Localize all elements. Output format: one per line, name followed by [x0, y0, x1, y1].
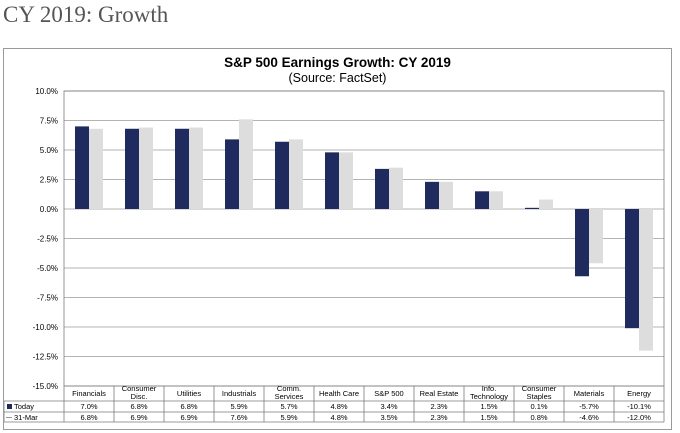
- bar-today: [625, 209, 639, 329]
- data-label: 4.8%: [330, 413, 347, 422]
- bar-today: [125, 128, 139, 209]
- y-tick-label: -10.0%: [33, 323, 58, 332]
- data-label: -10.1%: [627, 402, 651, 411]
- y-tick-label: -7.5%: [37, 294, 58, 303]
- legend-label: 31-Mar: [14, 413, 38, 422]
- y-tick-label: 2.5%: [40, 176, 58, 185]
- x-category-label: Financials: [72, 389, 106, 398]
- x-category-label: Materials: [574, 389, 605, 398]
- bar-31-mar: [439, 181, 453, 209]
- bar-today: [575, 209, 589, 277]
- bar-today: [275, 141, 289, 209]
- x-category-label: Energy: [627, 389, 651, 398]
- chart-plot: 10.0% 7.5% 5.0% 2.5% 0.0% -2.5% -5.0% -7.5% -10.…: [4, 87, 665, 423]
- data-label: 6.8%: [80, 413, 97, 422]
- data-label: 6.9%: [130, 413, 147, 422]
- bar-today: [325, 152, 339, 209]
- y-tick-label: -2.5%: [37, 235, 58, 244]
- legend-label: Today: [14, 402, 34, 411]
- y-tick-label: -5.0%: [37, 264, 58, 273]
- bar-31-mar: [489, 191, 503, 209]
- bar-31-mar: [239, 119, 253, 209]
- page-heading: CY 2019: Growth: [3, 2, 169, 27]
- bar-today: [375, 168, 389, 209]
- x-category-label: S&P 500: [374, 389, 403, 398]
- data-label: 6.8%: [130, 402, 147, 411]
- bar-today: [525, 207, 539, 209]
- data-label: 0.1%: [530, 402, 547, 411]
- bar-31-mar: [89, 128, 103, 209]
- y-tick-label: -15.0%: [33, 382, 58, 391]
- bar-31-mar: [339, 152, 353, 209]
- x-category-label: Staples: [526, 392, 551, 401]
- x-category-label: Technology: [470, 392, 508, 401]
- x-category-label: Consumer: [522, 384, 557, 393]
- bar-today: [475, 191, 489, 209]
- data-label: 5.9%: [280, 413, 297, 422]
- data-label: 7.6%: [230, 413, 247, 422]
- bar-today: [75, 126, 89, 209]
- bar-31-mar: [589, 209, 603, 264]
- data-label: 1.5%: [480, 402, 497, 411]
- bar-today: [175, 128, 189, 209]
- bar-31-mar: [539, 199, 553, 209]
- data-label: 4.8%: [330, 402, 347, 411]
- data-label: 3.4%: [380, 402, 397, 411]
- bar-today: [425, 181, 439, 209]
- data-label: 3.5%: [380, 413, 397, 422]
- x-category-label: Comm.: [277, 384, 301, 393]
- y-tick-label: -12.5%: [33, 353, 58, 362]
- data-label: 6.9%: [180, 413, 197, 422]
- data-label: -5.7%: [579, 402, 599, 411]
- x-category-label: Health Care: [319, 389, 359, 398]
- x-category-label: Consumer: [122, 384, 157, 393]
- data-label: 5.7%: [280, 402, 297, 411]
- chart-frame: S&P 500 Earnings Growth: CY 2019 (Source…: [3, 48, 672, 430]
- data-label: -12.0%: [627, 413, 651, 422]
- y-tick-label: 7.5%: [40, 117, 58, 126]
- data-label: 7.0%: [80, 402, 97, 411]
- bar-31-mar: [289, 139, 303, 209]
- chart-title: S&P 500 Earnings Growth: CY 2019: [224, 55, 451, 70]
- y-tick-label: 5.0%: [40, 146, 58, 155]
- data-label: 5.9%: [230, 402, 247, 411]
- legend-key-today: [7, 404, 12, 409]
- x-category-label: Industrials: [222, 389, 256, 398]
- x-category-label: Disc.: [131, 392, 148, 401]
- y-tick-label: 10.0%: [35, 87, 58, 96]
- data-label: 2.3%: [430, 413, 447, 422]
- data-label: -4.6%: [579, 413, 599, 422]
- bar-31-mar: [189, 127, 203, 209]
- bar-today: [225, 139, 239, 209]
- data-label: 0.8%: [530, 413, 547, 422]
- bar-31-mar: [139, 127, 153, 209]
- x-category-label: Services: [275, 392, 304, 401]
- chart-subtitle: (Source: FactSet): [288, 71, 387, 85]
- bar-31-mar: [389, 167, 403, 209]
- y-tick-label: 0.0%: [40, 205, 58, 214]
- x-category-label: Real Estate: [420, 389, 459, 398]
- data-label: 2.3%: [430, 402, 447, 411]
- x-category-label: Utilities: [177, 389, 201, 398]
- bar-31-mar: [639, 209, 653, 351]
- x-category-label: Info.: [482, 384, 497, 393]
- data-label: 1.5%: [480, 413, 497, 422]
- data-label: 6.8%: [180, 402, 197, 411]
